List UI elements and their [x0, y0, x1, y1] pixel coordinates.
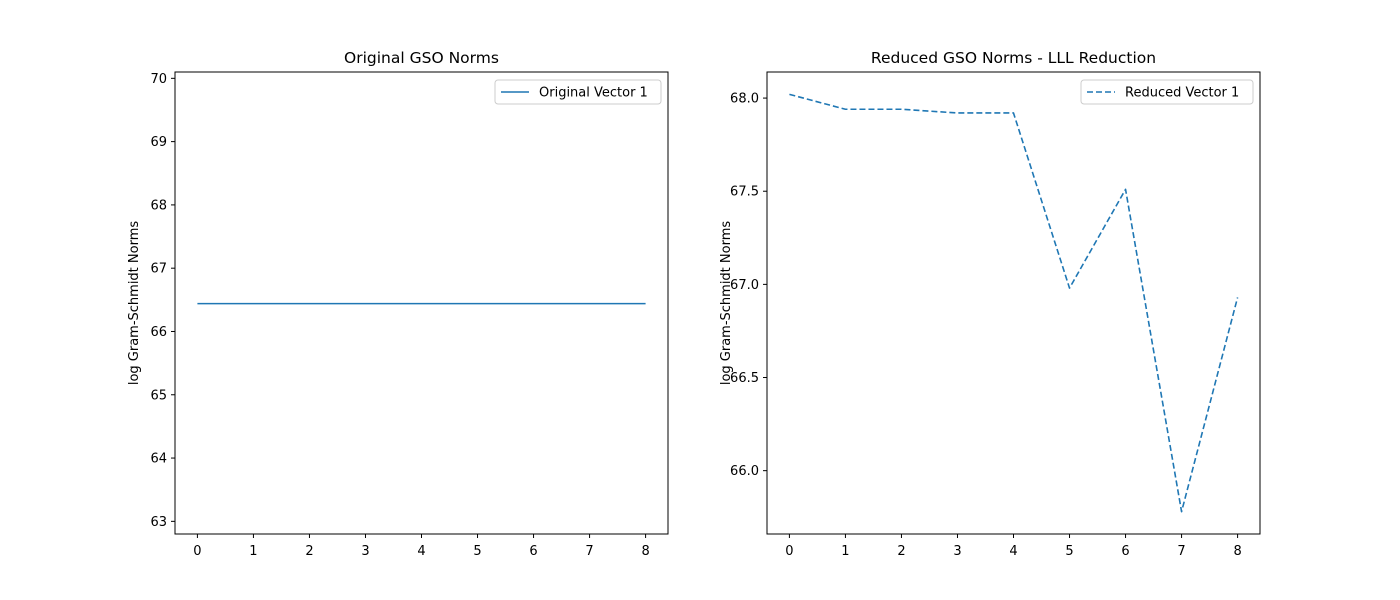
- x-tick-label: 0: [193, 544, 201, 559]
- chart-title: Original GSO Norms: [344, 49, 499, 67]
- y-axis-label: log Gram-Schmidt Norms: [127, 221, 142, 386]
- y-tick-label: 68: [150, 198, 167, 213]
- legend-label: Original Vector 1: [539, 86, 648, 101]
- series-line-1: [789, 93, 1239, 513]
- x-tick-label: 2: [305, 544, 313, 559]
- x-tick-label: 7: [1177, 544, 1185, 559]
- y-tick-label: 66.5: [730, 371, 759, 386]
- x-tick-label: 4: [1009, 544, 1017, 559]
- legend-label: Reduced Vector 1: [1125, 86, 1239, 101]
- y-tick-label: 66: [150, 325, 167, 340]
- x-tick-label: 5: [1065, 544, 1073, 559]
- y-tick-label: 63: [150, 515, 167, 530]
- x-tick-label: 8: [1233, 544, 1241, 559]
- x-tick-label: 3: [361, 544, 369, 559]
- x-tick-label: 2: [897, 544, 905, 559]
- y-tick-label: 67.5: [730, 185, 759, 200]
- plot-frame: [766, 71, 1261, 535]
- y-tick-label: 65: [150, 388, 167, 403]
- y-tick-label: 64: [150, 452, 167, 467]
- subplot-2: 0 1 2 3 4 5 6 7 8 66.0 66.5 67.0 67.5 68.0 Reduced GSO…: [719, 49, 1261, 559]
- x-tick-label: 0: [785, 544, 793, 559]
- legend: Reduced Vector 1: [1080, 79, 1254, 105]
- y-axis-label: log Gram-Schmidt Norms: [719, 221, 734, 386]
- legend-box: [1080, 79, 1254, 105]
- x-tick-label: 6: [529, 544, 537, 559]
- y-tick-label: 67: [150, 262, 167, 277]
- y-tick-label: 66.0: [730, 464, 759, 479]
- chart-title: Reduced GSO Norms - LLL Reduction: [871, 49, 1156, 67]
- y-tick-label: 69: [150, 135, 167, 150]
- x-tick-label: 1: [841, 544, 849, 559]
- legend-box: [494, 79, 662, 105]
- x-tick-label: 7: [585, 544, 593, 559]
- x-tick-label: 3: [953, 544, 961, 559]
- y-tick-label: 70: [150, 72, 167, 87]
- x-tick-label: 1: [249, 544, 257, 559]
- x-tick-label: 5: [473, 544, 481, 559]
- x-tick-label: 4: [417, 544, 425, 559]
- y-tick-label: 68.0: [730, 92, 759, 107]
- x-tick-label: 8: [641, 544, 649, 559]
- legend: Original Vector 1: [494, 79, 662, 105]
- y-tick-label: 67.0: [730, 278, 759, 293]
- x-tick-label: 6: [1121, 544, 1129, 559]
